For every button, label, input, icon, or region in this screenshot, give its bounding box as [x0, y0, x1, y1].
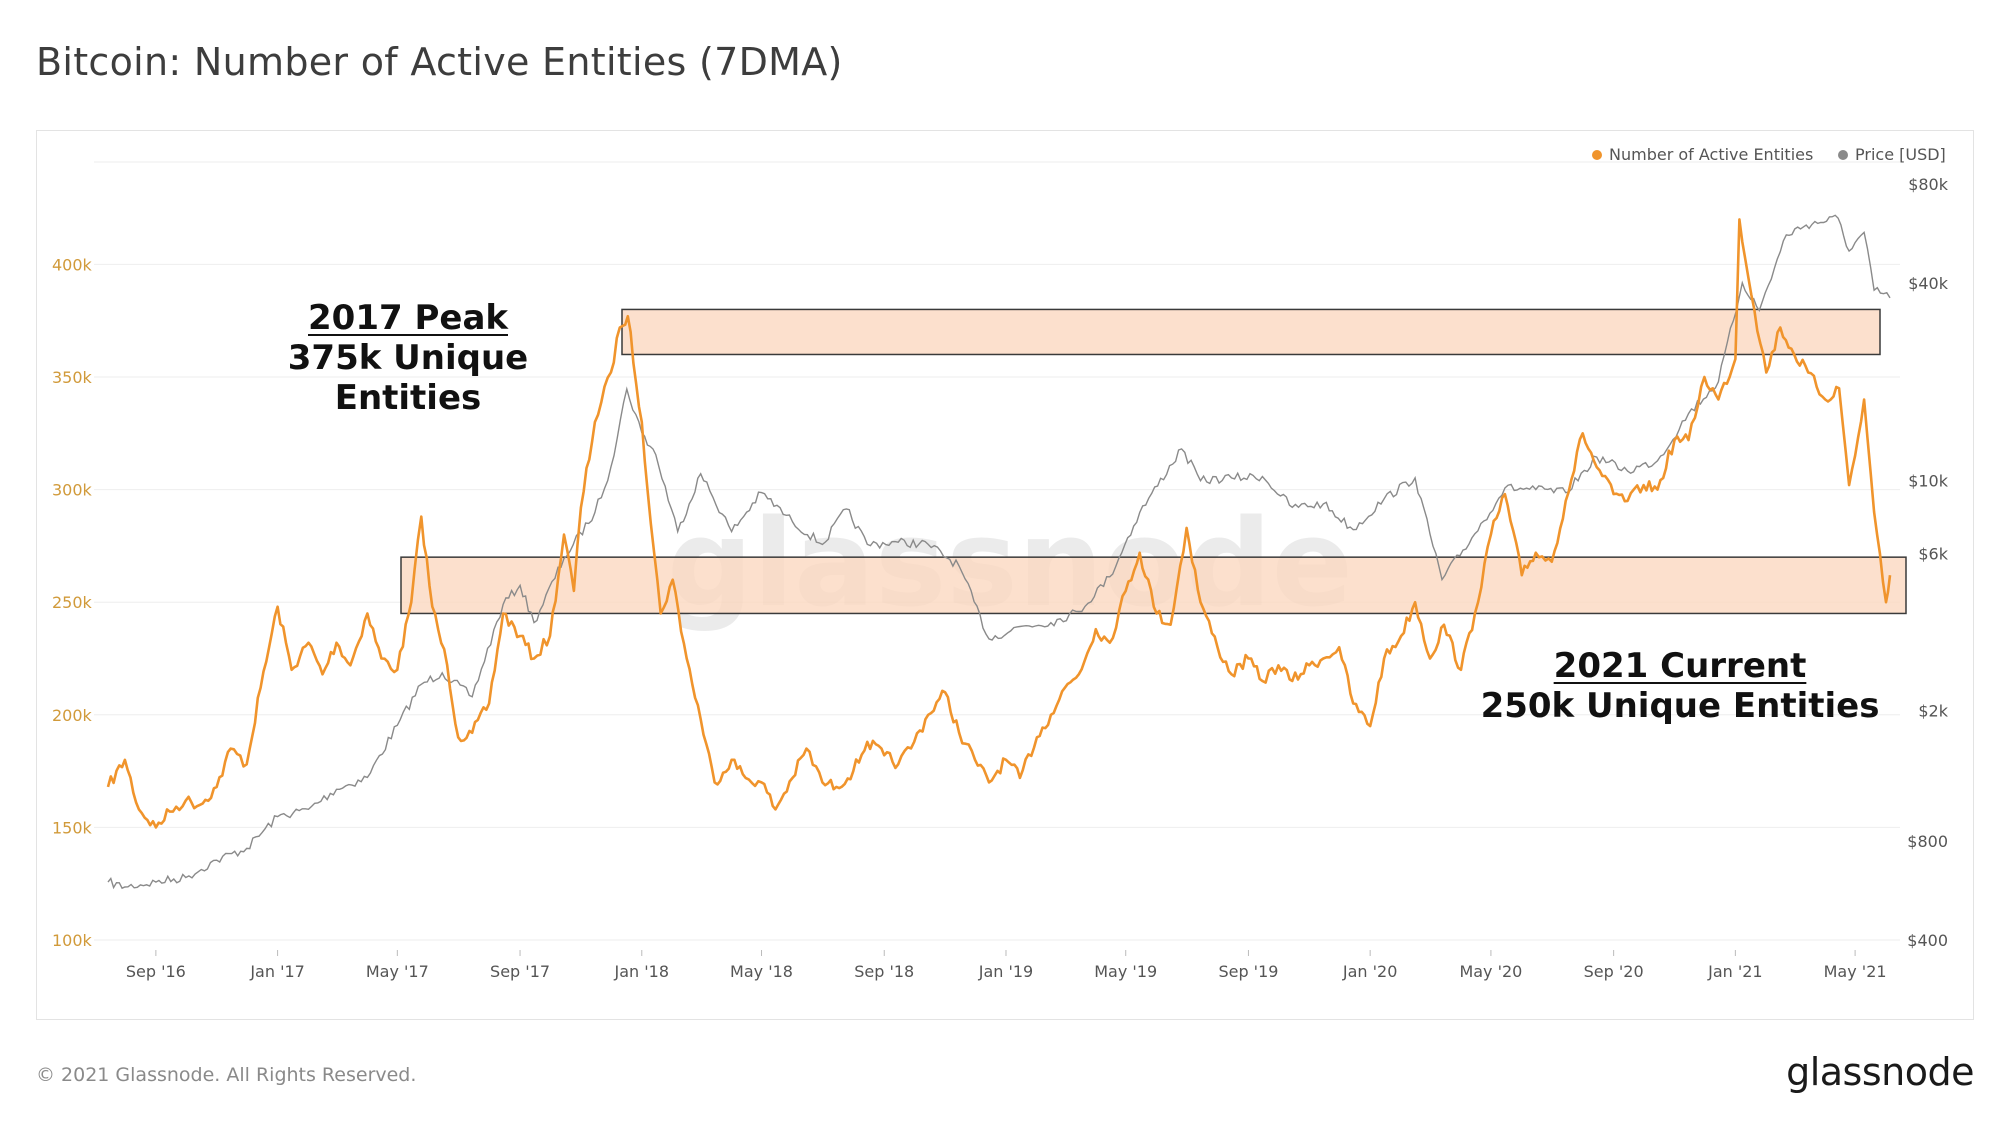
annotation-2017-peak-heading: 2017 Peak [308, 298, 508, 338]
page-title: Bitcoin: Number of Active Entities (7DMA… [36, 40, 843, 84]
y-left-tick-label: 350k [52, 368, 93, 387]
x-tick-label: May '20 [1459, 962, 1522, 981]
y-right-tick-label: $80k [1908, 175, 1949, 194]
x-tick-label: Sep '18 [854, 962, 914, 981]
y-right-tick-label: $40k [1908, 274, 1949, 293]
band-layer [400, 308, 1907, 615]
annotation-2021-current-value: 250k Unique Entities [1480, 686, 1880, 726]
footer-logo[interactable]: glassnode [1786, 1050, 1974, 1094]
x-tick-label: May '19 [1094, 962, 1157, 981]
x-tick-label: May '17 [366, 962, 429, 981]
y-left-tick-label: 150k [52, 818, 93, 837]
annotation-2021-current: 2021 Current 250k Unique Entities [1480, 646, 1880, 726]
axis-layer: 100k 150k 200k 250k 300k 350k 400k $400 $800 $2k $… [52, 175, 1949, 981]
x-tick-label: Sep '17 [490, 962, 550, 981]
y-left-tick-label: 100k [52, 931, 93, 950]
y-right-tick-label: $400 [1907, 931, 1948, 950]
annotation-2017-peak-value: 375k Unique Entities [287, 338, 529, 418]
x-tick-label: Sep '20 [1584, 962, 1644, 981]
legend-item-entities[interactable]: Number of Active Entities [1592, 145, 1813, 164]
y-right-tick-label: $2k [1918, 701, 1948, 720]
x-tick-label: Sep '16 [126, 962, 186, 981]
annotation-2021-current-heading: 2021 Current [1553, 646, 1807, 686]
x-tick-label: Jan '18 [614, 962, 670, 981]
grid-layer [94, 161, 1900, 941]
chart-frame [36, 130, 1974, 1020]
series-price-line [107, 214, 1891, 890]
x-tick-label: Jan '21 [1707, 962, 1763, 981]
price-layer [107, 214, 1891, 890]
x-tick-label: May '21 [1824, 962, 1887, 981]
legend-entities-label: Number of Active Entities [1609, 145, 1814, 164]
band-2017-peak [621, 308, 1881, 356]
y-right-tick-label: $10k [1908, 472, 1949, 491]
legend-price-dot-icon [1838, 149, 1848, 160]
y-left-tick-label: 300k [52, 481, 93, 500]
entities-layer [106, 218, 1892, 829]
x-tick-label: Jan '17 [249, 962, 305, 981]
x-tick-label: Sep '19 [1218, 962, 1278, 981]
legend-item-price[interactable]: Price [USD] [1838, 145, 1946, 164]
y-left-tick-label: 250k [52, 593, 93, 612]
x-tick-label: Jan '20 [1342, 962, 1398, 981]
y-right-tick-label: $6k [1918, 545, 1948, 564]
series-entities-line [106, 218, 1892, 829]
annotation-2017-peak: 2017 Peak 375k Unique Entities [238, 298, 578, 418]
footer-copyright: © 2021 Glassnode. All Rights Reserved. [36, 1064, 417, 1086]
x-tick-label: Jan '19 [978, 962, 1034, 981]
legend-entities-dot-icon [1592, 149, 1602, 160]
y-right-tick-label: $800 [1907, 832, 1948, 851]
y-left-tick-label: 400k [52, 255, 93, 274]
legend-price-label: Price [USD] [1855, 145, 1946, 164]
y-left-tick-label: 200k [52, 706, 93, 725]
x-tick-label: May '18 [730, 962, 793, 981]
